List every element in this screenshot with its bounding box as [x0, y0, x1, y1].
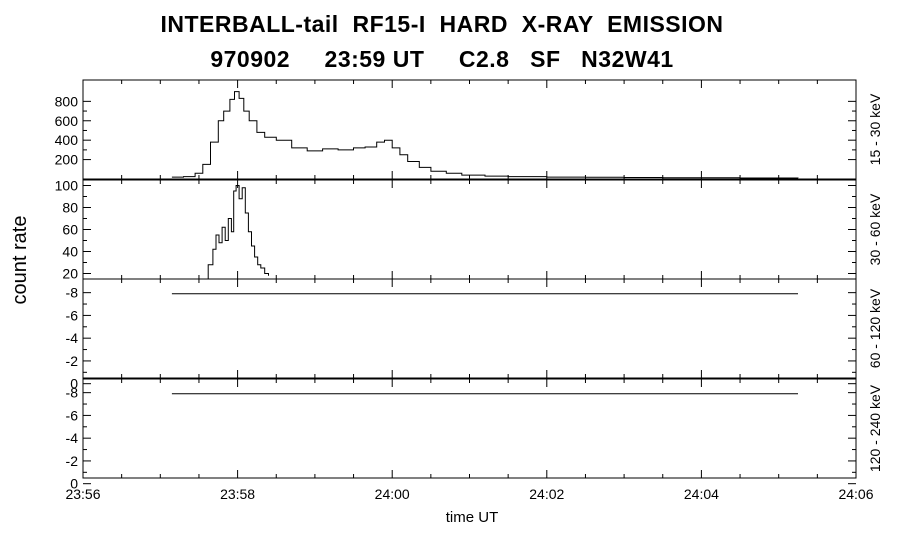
x-tick-label: 23:56 — [65, 486, 100, 502]
energy-band-label: 60 - 120 keV — [867, 288, 883, 368]
y-tick-label: 100 — [55, 178, 79, 194]
x-axis: 23:56 23:58 24:00 24:02 24:04 24:06 — [65, 486, 873, 502]
y-axis-label: count rate — [9, 216, 31, 305]
x-tick-label: 24:00 — [375, 486, 410, 502]
y-tick-label: 60 — [62, 222, 78, 238]
y-tick-label: -6 — [66, 307, 79, 323]
energy-band-label: 120 - 240 keV — [867, 384, 883, 472]
y-tick-label: 200 — [55, 152, 79, 168]
y-tick-label: 20 — [62, 266, 78, 282]
y-tick-label: -2 — [66, 353, 79, 369]
energy-band-label: 30 - 60 keV — [867, 193, 883, 265]
series-line — [202, 185, 269, 280]
energy-band-label: 15 - 30 keV — [867, 93, 883, 165]
y-tick-label: 0 — [70, 376, 78, 392]
x-tick-label: 24:02 — [529, 486, 564, 502]
panel-4: -8 -6 -4 -2 0 120 - 240 keV — [66, 378, 883, 492]
y-tick-label: 600 — [55, 113, 79, 129]
y-tick-label: -6 — [66, 407, 79, 423]
chart-subtitle: 970902 23:59 UT C2.8 SF N32W41 — [210, 46, 674, 72]
panel-2: 20 40 60 80 100 30 - 60 keV — [55, 178, 883, 282]
y-tick-label: -2 — [66, 453, 79, 469]
y-tick-label: 800 — [55, 93, 79, 109]
panel-frame — [82, 79, 857, 180]
y-tick-label: 40 — [62, 244, 78, 260]
y-tick-label: -4 — [66, 430, 79, 446]
y-tick-label: 400 — [55, 132, 79, 148]
x-tick-label: 24:04 — [684, 486, 719, 502]
y-tick-label: -4 — [66, 330, 79, 346]
x-axis-label: time UT — [446, 509, 499, 526]
x-tick-label: 23:58 — [220, 486, 255, 502]
panels-group: 200 400 600 800 15 - 30 keV 20 40 60 80 100 30 - 6… — [55, 79, 883, 492]
y-tick-label: 0 — [70, 476, 78, 492]
panel-3: -8 -6 -4 -2 0 60 - 120 keV — [66, 278, 883, 392]
panel-1: 200 400 600 800 15 - 30 keV — [55, 79, 883, 180]
chart-title: INTERBALL-tail RF15-I HARD X-RAY EMISSIO… — [160, 11, 724, 37]
y-tick-label: -8 — [66, 385, 79, 401]
y-tick-label: -8 — [66, 285, 79, 301]
y-tick-label: 80 — [62, 200, 78, 216]
series-line — [171, 91, 799, 179]
panel-frame — [82, 179, 857, 280]
x-tick-label: 24:06 — [838, 486, 873, 502]
